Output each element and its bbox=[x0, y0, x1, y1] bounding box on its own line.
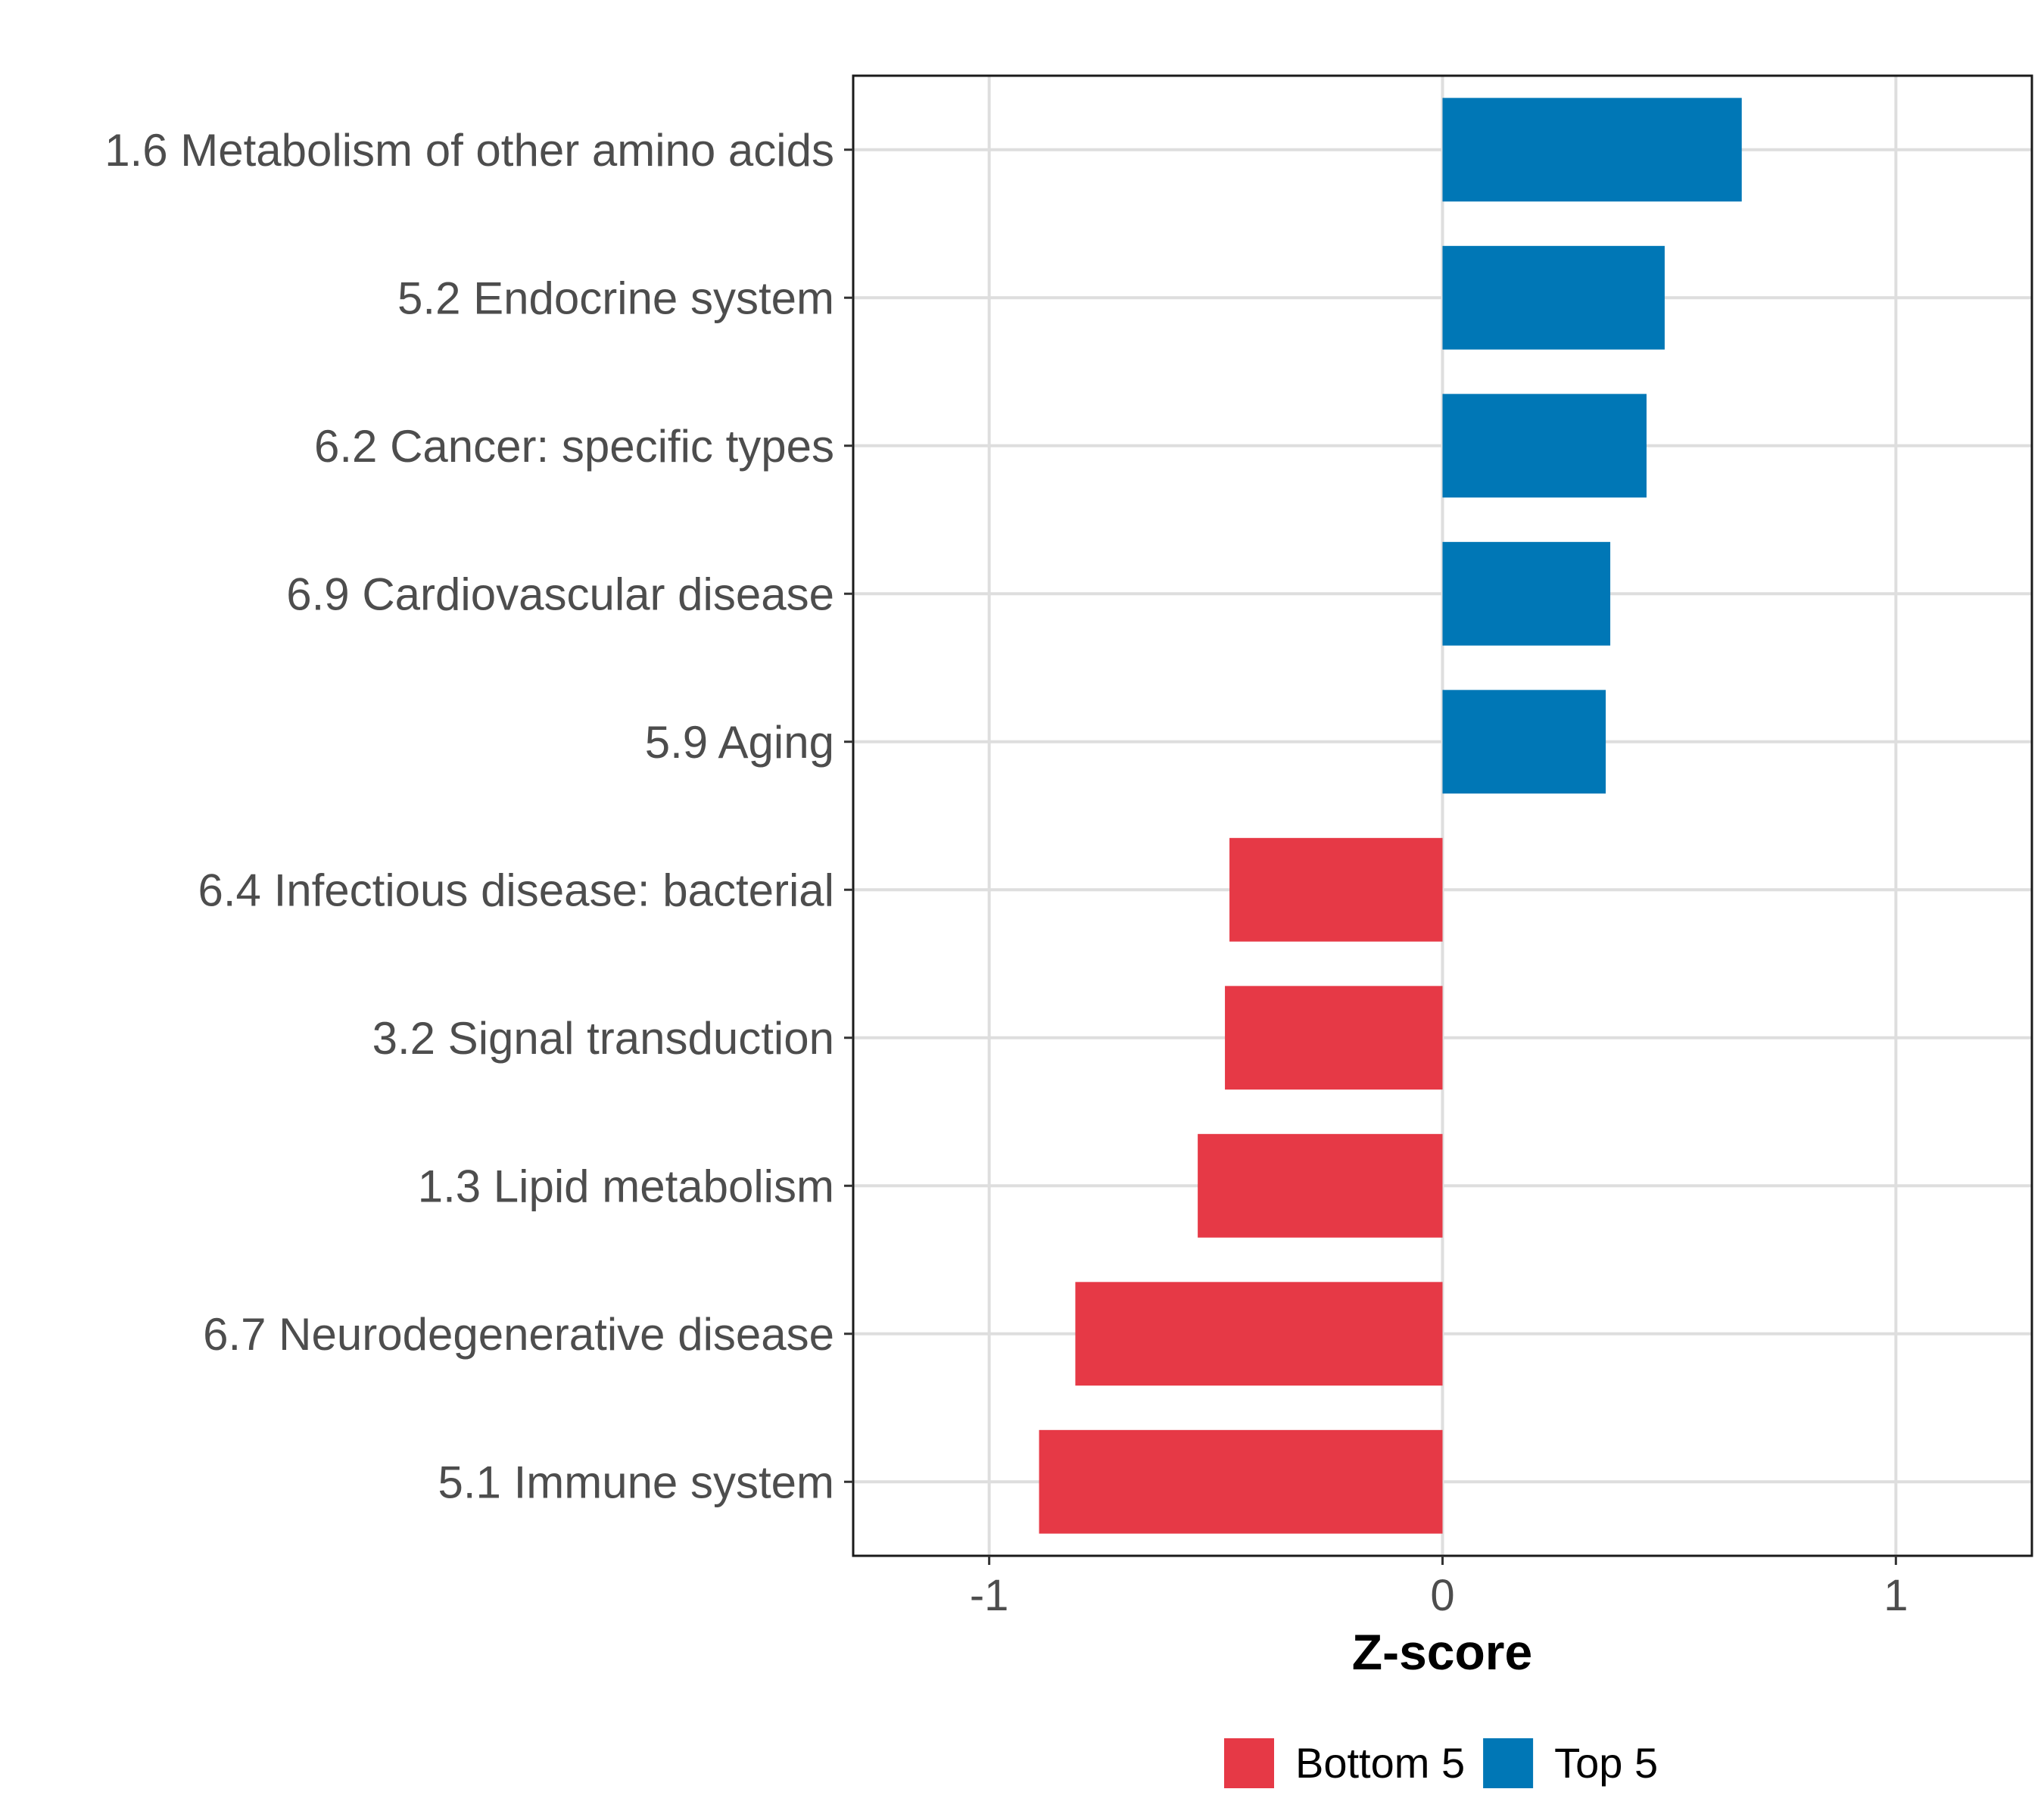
bar bbox=[1039, 1429, 1443, 1534]
bar bbox=[1442, 690, 1606, 794]
x-tick-label: 1 bbox=[1884, 1571, 1908, 1620]
category-label: 6.2 Cancer: specific types bbox=[314, 421, 834, 472]
bar bbox=[1075, 1282, 1443, 1386]
category-label: 5.9 Aging bbox=[645, 717, 834, 768]
x-tick-label: -1 bbox=[970, 1571, 1009, 1620]
bar bbox=[1442, 98, 1742, 202]
y-axis-ticks: 1.6 Metabolism of other amino acids 5.2 E… bbox=[104, 125, 853, 1507]
legend-swatch bbox=[1483, 1738, 1534, 1788]
legend: Bottom 5 Top 5 bbox=[1224, 1738, 1658, 1788]
legend-label: Bottom 5 bbox=[1295, 1739, 1465, 1787]
bar bbox=[1198, 1133, 1443, 1238]
bar bbox=[1229, 837, 1443, 942]
bar bbox=[1225, 986, 1443, 1090]
bars bbox=[1039, 98, 1742, 1534]
category-label: 6.9 Cardiovascular disease bbox=[286, 569, 834, 619]
x-axis-ticks: -1 0 1 bbox=[970, 1556, 1908, 1620]
category-label: 5.1 Immune system bbox=[438, 1457, 834, 1507]
bar bbox=[1442, 245, 1665, 350]
legend-swatch bbox=[1224, 1738, 1274, 1788]
category-label: 6.7 Neurodegenerative disease bbox=[203, 1309, 834, 1360]
bar bbox=[1442, 541, 1611, 646]
legend-label: Top 5 bbox=[1554, 1739, 1658, 1787]
x-axis-title: Z-score bbox=[1352, 1624, 1532, 1680]
category-label: 1.3 Lipid metabolism bbox=[418, 1161, 834, 1211]
category-label: 3.2 Signal transduction bbox=[372, 1013, 834, 1064]
category-label: 5.2 Endocrine system bbox=[397, 273, 834, 323]
category-label: 1.6 Metabolism of other amino acids bbox=[104, 125, 834, 176]
category-label: 6.4 Infectious disease: bacterial bbox=[198, 865, 835, 915]
bar bbox=[1442, 394, 1647, 498]
x-tick-label: 0 bbox=[1430, 1571, 1454, 1620]
